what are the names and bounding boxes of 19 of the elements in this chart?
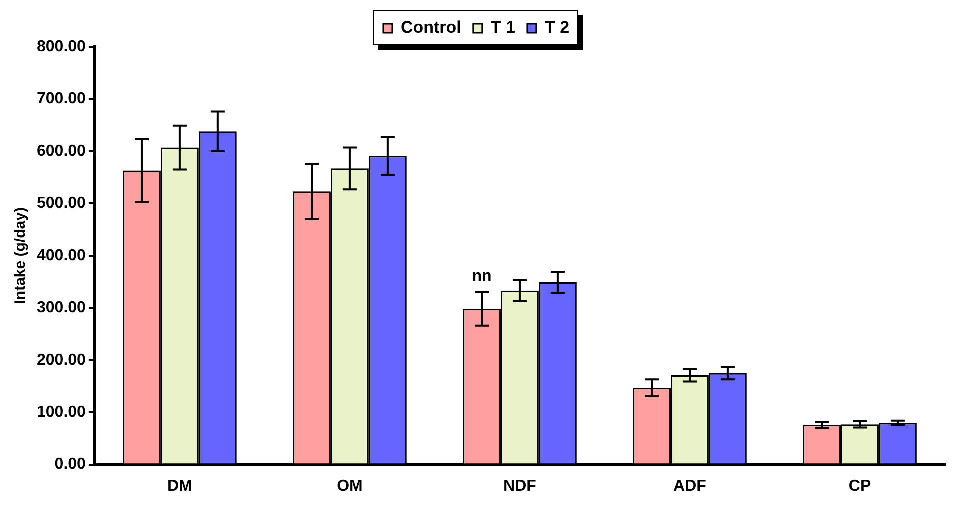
x-tick-label: CP xyxy=(848,478,872,495)
y-tick-label: 800.00 xyxy=(37,38,86,56)
y-tick-label: 500.00 xyxy=(37,195,86,212)
legend-label: Control xyxy=(400,18,462,38)
y-tick-label: 0.00 xyxy=(54,456,86,474)
y-tick-label: 600.00 xyxy=(37,142,86,160)
x-tick-label: NDF xyxy=(504,478,537,495)
legend-label: T 1 xyxy=(490,18,516,38)
y-axis-title: Intake (g/day) xyxy=(12,208,30,304)
y-tick-label: 100.00 xyxy=(37,404,86,421)
y-tick-label: 400.00 xyxy=(37,247,86,264)
annotation: nn xyxy=(472,268,492,286)
x-tick-label: ADF xyxy=(674,478,707,495)
x-tick-label: DM xyxy=(168,478,192,495)
y-tick-label: 700.00 xyxy=(37,90,86,108)
y-tick-label: 300.00 xyxy=(37,300,86,317)
x-tick-label: OM xyxy=(337,478,363,495)
legend-label: T 2 xyxy=(544,18,570,38)
y-tick-label: 200.00 xyxy=(37,352,86,369)
